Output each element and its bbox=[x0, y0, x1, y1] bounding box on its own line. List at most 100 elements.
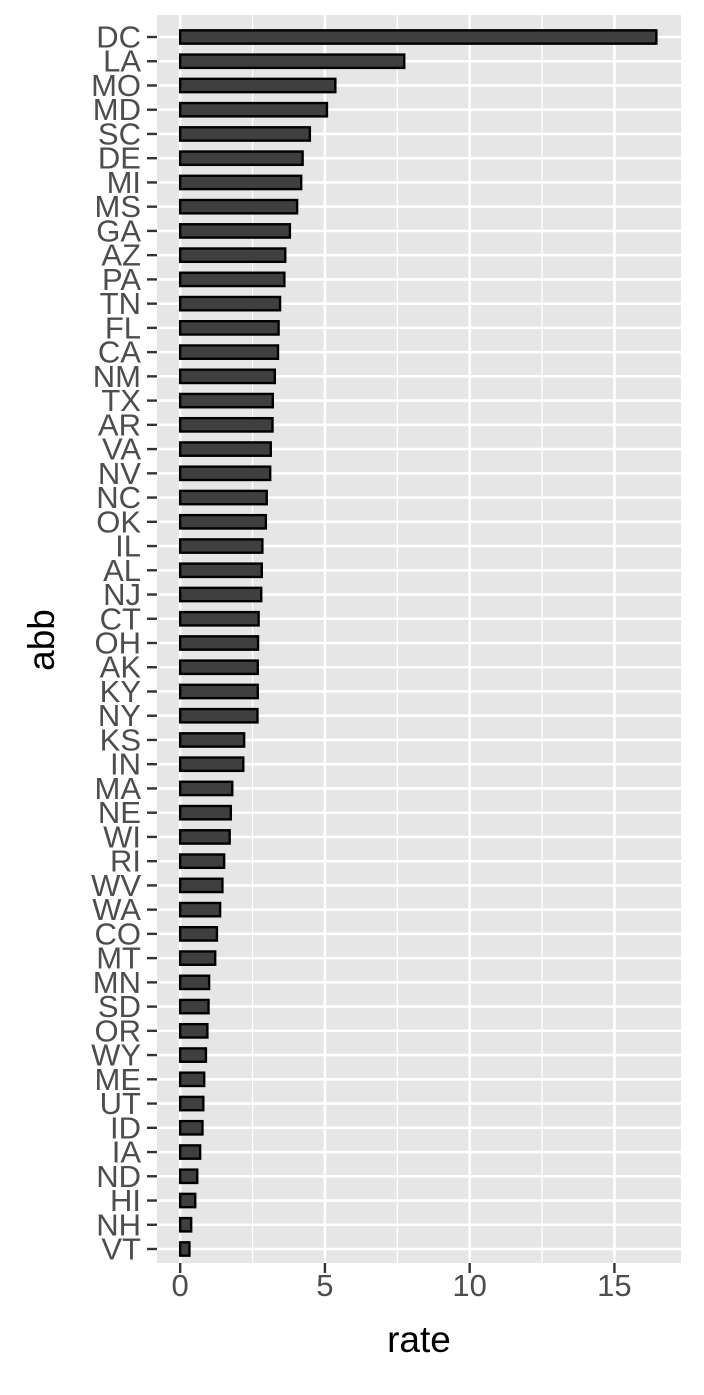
y-tick-label: MI bbox=[107, 165, 141, 200]
y-tick-label: OK bbox=[96, 504, 141, 539]
y-tick-label: MO bbox=[91, 68, 141, 103]
y-tick-label: FL bbox=[105, 310, 141, 345]
y-tick-label: OR bbox=[95, 1013, 142, 1048]
y-tick-label: NC bbox=[96, 480, 141, 515]
bar-nj bbox=[178, 586, 263, 603]
y-tick-label: MA bbox=[95, 771, 142, 806]
bar-hi bbox=[178, 1192, 197, 1209]
bar-in bbox=[178, 756, 245, 773]
bar-vt bbox=[178, 1241, 191, 1257]
bar-wy bbox=[178, 1047, 208, 1063]
x-axis-title: rate bbox=[387, 1319, 451, 1360]
bar-mt bbox=[178, 950, 217, 966]
y-tick-label: NJ bbox=[103, 577, 141, 612]
bar-al bbox=[178, 562, 263, 579]
bar-sd bbox=[178, 998, 210, 1015]
y-tick-label: CA bbox=[98, 335, 141, 370]
y-tick-label: MT bbox=[96, 941, 141, 976]
x-tick-label: 10 bbox=[452, 1268, 486, 1303]
bar-ok bbox=[178, 513, 268, 530]
y-tick-label: LA bbox=[103, 44, 141, 79]
bars bbox=[178, 29, 658, 1257]
bar-wa bbox=[178, 901, 222, 918]
bar-mi bbox=[178, 174, 303, 191]
bar-mo bbox=[178, 77, 337, 94]
y-tick-label: IN bbox=[110, 747, 141, 782]
y-tick-label: MS bbox=[95, 189, 142, 224]
y-tick-label: AK bbox=[100, 650, 142, 685]
bar-ny bbox=[178, 707, 259, 724]
bar-co bbox=[178, 926, 219, 942]
bar-de bbox=[178, 150, 304, 167]
bar-ut bbox=[178, 1095, 205, 1112]
bar-nd bbox=[178, 1168, 199, 1185]
y-tick-label: NE bbox=[98, 795, 141, 830]
bar-mn bbox=[178, 974, 211, 991]
bar-ar bbox=[178, 416, 274, 433]
y-tick-label: AR bbox=[98, 407, 141, 442]
bar-ca bbox=[178, 344, 280, 360]
y-tick-label: WA bbox=[92, 892, 141, 927]
y-axis-tick-labels: DCLAMOMDSCDEMIMSGAAZPATNFLCANMTXARVANVNC… bbox=[91, 20, 141, 1267]
y-tick-label: ND bbox=[96, 1159, 141, 1194]
bar-fl bbox=[178, 320, 280, 336]
bar-il bbox=[178, 538, 264, 554]
y-tick-label: IL bbox=[115, 529, 141, 564]
y-tick-label: DC bbox=[96, 20, 141, 55]
y-tick-label: MN bbox=[93, 965, 141, 1000]
x-tick-label: 15 bbox=[597, 1268, 631, 1303]
y-tick-label: IA bbox=[112, 1135, 142, 1170]
bar-ia bbox=[178, 1144, 202, 1160]
y-tick-label: NY bbox=[98, 698, 141, 733]
bar-ky bbox=[178, 683, 259, 700]
bar-nm bbox=[178, 368, 277, 385]
bar-tx bbox=[178, 392, 275, 409]
bar-pa bbox=[178, 271, 286, 288]
y-tick-label: OH bbox=[95, 626, 142, 661]
y-tick-label: SC bbox=[98, 116, 141, 151]
y-tick-label: AZ bbox=[101, 238, 141, 273]
y-tick-label: PA bbox=[102, 262, 141, 297]
bar-nv bbox=[178, 465, 272, 482]
y-tick-label: WY bbox=[91, 1038, 141, 1073]
bar-or bbox=[178, 1022, 209, 1039]
y-tick-label: ME bbox=[95, 1062, 142, 1097]
y-tick-label: UT bbox=[100, 1086, 141, 1121]
y-tick-label: DE bbox=[98, 141, 141, 176]
bar-me bbox=[178, 1071, 206, 1088]
bar-az bbox=[178, 247, 287, 264]
y-tick-label: WI bbox=[103, 819, 141, 854]
bar-dc bbox=[178, 29, 658, 45]
bar-wi bbox=[178, 829, 231, 845]
y-axis-title: abb bbox=[21, 609, 62, 671]
x-tick-label: 5 bbox=[316, 1268, 333, 1303]
y-tick-label: HI bbox=[110, 1183, 141, 1218]
y-tick-label: GA bbox=[96, 213, 141, 248]
y-tick-label: TN bbox=[100, 286, 141, 321]
x-axis-tick-labels: 0 5 10 15 bbox=[172, 1268, 632, 1303]
bar-ct bbox=[178, 610, 260, 627]
bar-nh bbox=[178, 1216, 193, 1233]
y-tick-label: ID bbox=[110, 1110, 141, 1145]
y-tick-label: VT bbox=[101, 1232, 141, 1267]
bar-tn bbox=[178, 295, 282, 312]
y-tick-label: CO bbox=[95, 916, 142, 951]
bar-wv bbox=[178, 877, 224, 894]
y-tick-label: MD bbox=[93, 92, 141, 127]
y-tick-label: VA bbox=[102, 432, 141, 467]
x-axis-ticks bbox=[178, 1263, 616, 1273]
bar-ak bbox=[178, 659, 259, 676]
y-axis-ticks bbox=[147, 35, 157, 1251]
y-tick-label: AL bbox=[103, 553, 141, 588]
y-tick-label: CT bbox=[100, 601, 141, 636]
x-tick-label: 0 bbox=[172, 1268, 189, 1303]
bar-nc bbox=[178, 489, 268, 506]
bar-oh bbox=[178, 635, 260, 651]
y-tick-label: NH bbox=[96, 1207, 141, 1242]
y-tick-label: TX bbox=[101, 383, 141, 418]
bar-ri bbox=[178, 853, 226, 870]
y-tick-label: KY bbox=[100, 674, 141, 709]
bar-id bbox=[178, 1119, 204, 1136]
bar-md bbox=[178, 101, 329, 118]
